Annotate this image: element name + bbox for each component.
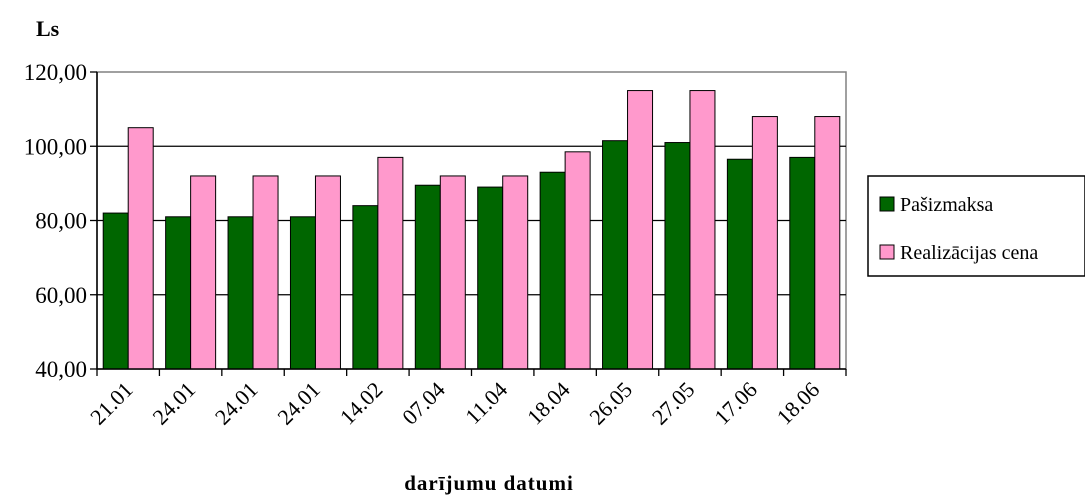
x-tick-label: 27.05 bbox=[647, 377, 700, 430]
x-tick-label: 24.01 bbox=[210, 377, 263, 430]
x-tick-label: 24.01 bbox=[147, 377, 200, 430]
bar-realizacijas-cena bbox=[502, 175, 529, 370]
bar-realizacijas-cena bbox=[190, 175, 217, 370]
x-tick-label: 26.05 bbox=[584, 377, 637, 430]
gridlines bbox=[90, 71, 846, 370]
x-tick-label: 21.01 bbox=[85, 377, 138, 430]
bar-pasizmaksa bbox=[227, 216, 254, 370]
bar-realizacijas-cena bbox=[439, 175, 466, 370]
bar-pasizmaksa bbox=[414, 184, 441, 370]
legend-swatch-pasizmaksa bbox=[879, 196, 895, 212]
legend-label-pasizmaksa: Pašizmaksa bbox=[900, 194, 993, 216]
x-tick-label: 24.01 bbox=[272, 377, 325, 430]
legend-label-realizacijas-cena: Realizācijas cena bbox=[900, 242, 1038, 264]
bar-realizacijas-cena bbox=[252, 175, 279, 370]
bar-pasizmaksa bbox=[664, 142, 691, 370]
x-tick-label: 17.06 bbox=[709, 377, 762, 430]
bar-pasizmaksa bbox=[539, 171, 566, 370]
y-tick-label: 40,00 bbox=[35, 357, 87, 382]
bar-realizacijas-cena bbox=[751, 116, 778, 370]
bar-realizacijas-cena bbox=[814, 116, 841, 370]
bar-pasizmaksa bbox=[102, 212, 129, 370]
y-tick-label: 120,00 bbox=[24, 60, 87, 85]
bar-realizacijas-cena bbox=[314, 175, 341, 370]
bar-realizacijas-cena bbox=[627, 90, 654, 370]
bar-realizacijas-cena bbox=[377, 156, 404, 370]
legend-box bbox=[867, 175, 1085, 277]
bar-pasizmaksa bbox=[477, 186, 504, 370]
y-tick-labels: 40,00 60,00 80,00 100,00 120,00 bbox=[24, 60, 87, 382]
bar-pasizmaksa bbox=[165, 216, 192, 370]
x-tick-label: 07.04 bbox=[397, 377, 450, 430]
bars bbox=[102, 90, 841, 370]
y-axis-label: Ls bbox=[36, 16, 60, 41]
x-tick-label: 11.04 bbox=[460, 377, 512, 429]
y-tick-label: 100,00 bbox=[24, 134, 87, 159]
legend-swatch-realizacijas-cena bbox=[879, 244, 895, 260]
bar-pasizmaksa bbox=[289, 216, 316, 370]
bar-pasizmaksa bbox=[602, 140, 629, 370]
x-tick-label: 18.04 bbox=[522, 377, 575, 430]
x-tick-label: 18.06 bbox=[772, 377, 825, 430]
y-tick-label: 80,00 bbox=[35, 209, 87, 234]
y-tick-label: 60,00 bbox=[35, 283, 87, 308]
bar-realizacijas-cena bbox=[689, 90, 716, 370]
x-ticks bbox=[96, 369, 847, 376]
x-tick-labels: 21.01 24.01 24.01 24.01 14.02 07.04 11.04 18.04… bbox=[85, 377, 824, 430]
x-tick-label: 14.02 bbox=[335, 377, 388, 430]
bar-realizacijas-cena bbox=[564, 151, 591, 370]
bar-realizacijas-cena bbox=[127, 127, 154, 370]
bar-pasizmaksa bbox=[726, 158, 753, 370]
x-axis-label: darījumu datumi bbox=[404, 471, 574, 495]
bar-pasizmaksa bbox=[789, 156, 816, 370]
legend: Pašizmaksa Realizācijas cena bbox=[867, 175, 1085, 277]
bar-pasizmaksa bbox=[352, 205, 379, 370]
